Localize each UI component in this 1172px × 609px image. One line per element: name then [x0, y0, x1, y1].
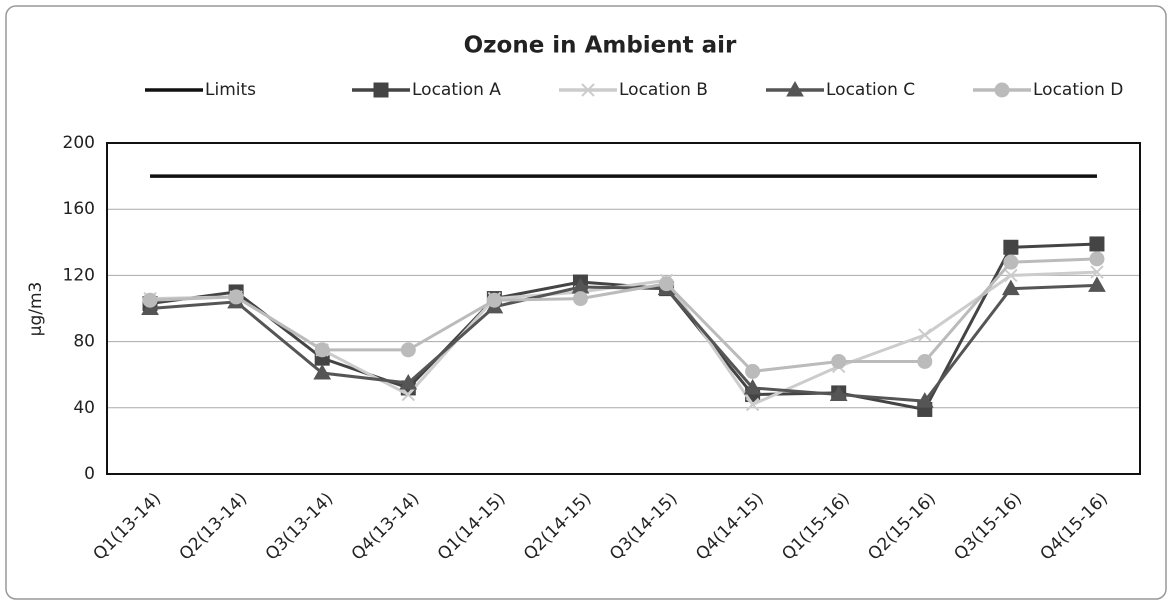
- data-point: [829, 385, 848, 402]
- data-point: [745, 363, 761, 379]
- chart-title: Ozone in Ambient air: [464, 33, 737, 59]
- data-point: [314, 342, 330, 358]
- data-point: [1088, 276, 1106, 292]
- data-point: [1090, 265, 1104, 279]
- data-point: [572, 291, 588, 307]
- data-point: [228, 289, 244, 305]
- legend-label: Location D: [1033, 80, 1123, 100]
- data-point: [1003, 254, 1019, 270]
- legend-label: Location A: [412, 80, 501, 100]
- data-point: [1003, 239, 1019, 255]
- data-point: [745, 397, 760, 412]
- data-point: [1089, 251, 1105, 267]
- data-point: [142, 292, 158, 308]
- data-point: [915, 392, 934, 408]
- plot-border: [106, 142, 1141, 475]
- data-point: [1089, 236, 1105, 252]
- legend-marker: [581, 83, 595, 97]
- data-point: [1002, 279, 1020, 296]
- y-tick-label: 80: [73, 332, 95, 352]
- legend-label: Limits: [205, 80, 256, 100]
- y-tick-label: 120: [63, 265, 95, 285]
- data-point: [918, 328, 932, 342]
- data-point: [486, 292, 502, 308]
- data-point: [400, 342, 416, 358]
- y-tick-label: 160: [63, 199, 95, 219]
- legend-label: Location B: [619, 80, 708, 100]
- data-point: [1004, 268, 1018, 283]
- legend-marker: [786, 80, 804, 97]
- legend-marker: [373, 82, 389, 98]
- series-line: [149, 283, 1098, 403]
- data-point: [831, 353, 847, 369]
- data-point: [917, 353, 933, 369]
- y-tick-label: 200: [63, 133, 95, 153]
- series-line: [149, 257, 1098, 373]
- legend-label: Location C: [826, 80, 915, 100]
- data-point: [313, 364, 332, 380]
- data-point: [399, 373, 418, 390]
- legend-marker: [994, 82, 1010, 98]
- y-tick-label: 0: [84, 464, 95, 484]
- data-point: [401, 387, 415, 402]
- data-point: [659, 276, 675, 292]
- data-point: [743, 378, 762, 395]
- y-tick-label: 40: [73, 398, 95, 418]
- y-axis-label: µg/m3: [26, 282, 46, 337]
